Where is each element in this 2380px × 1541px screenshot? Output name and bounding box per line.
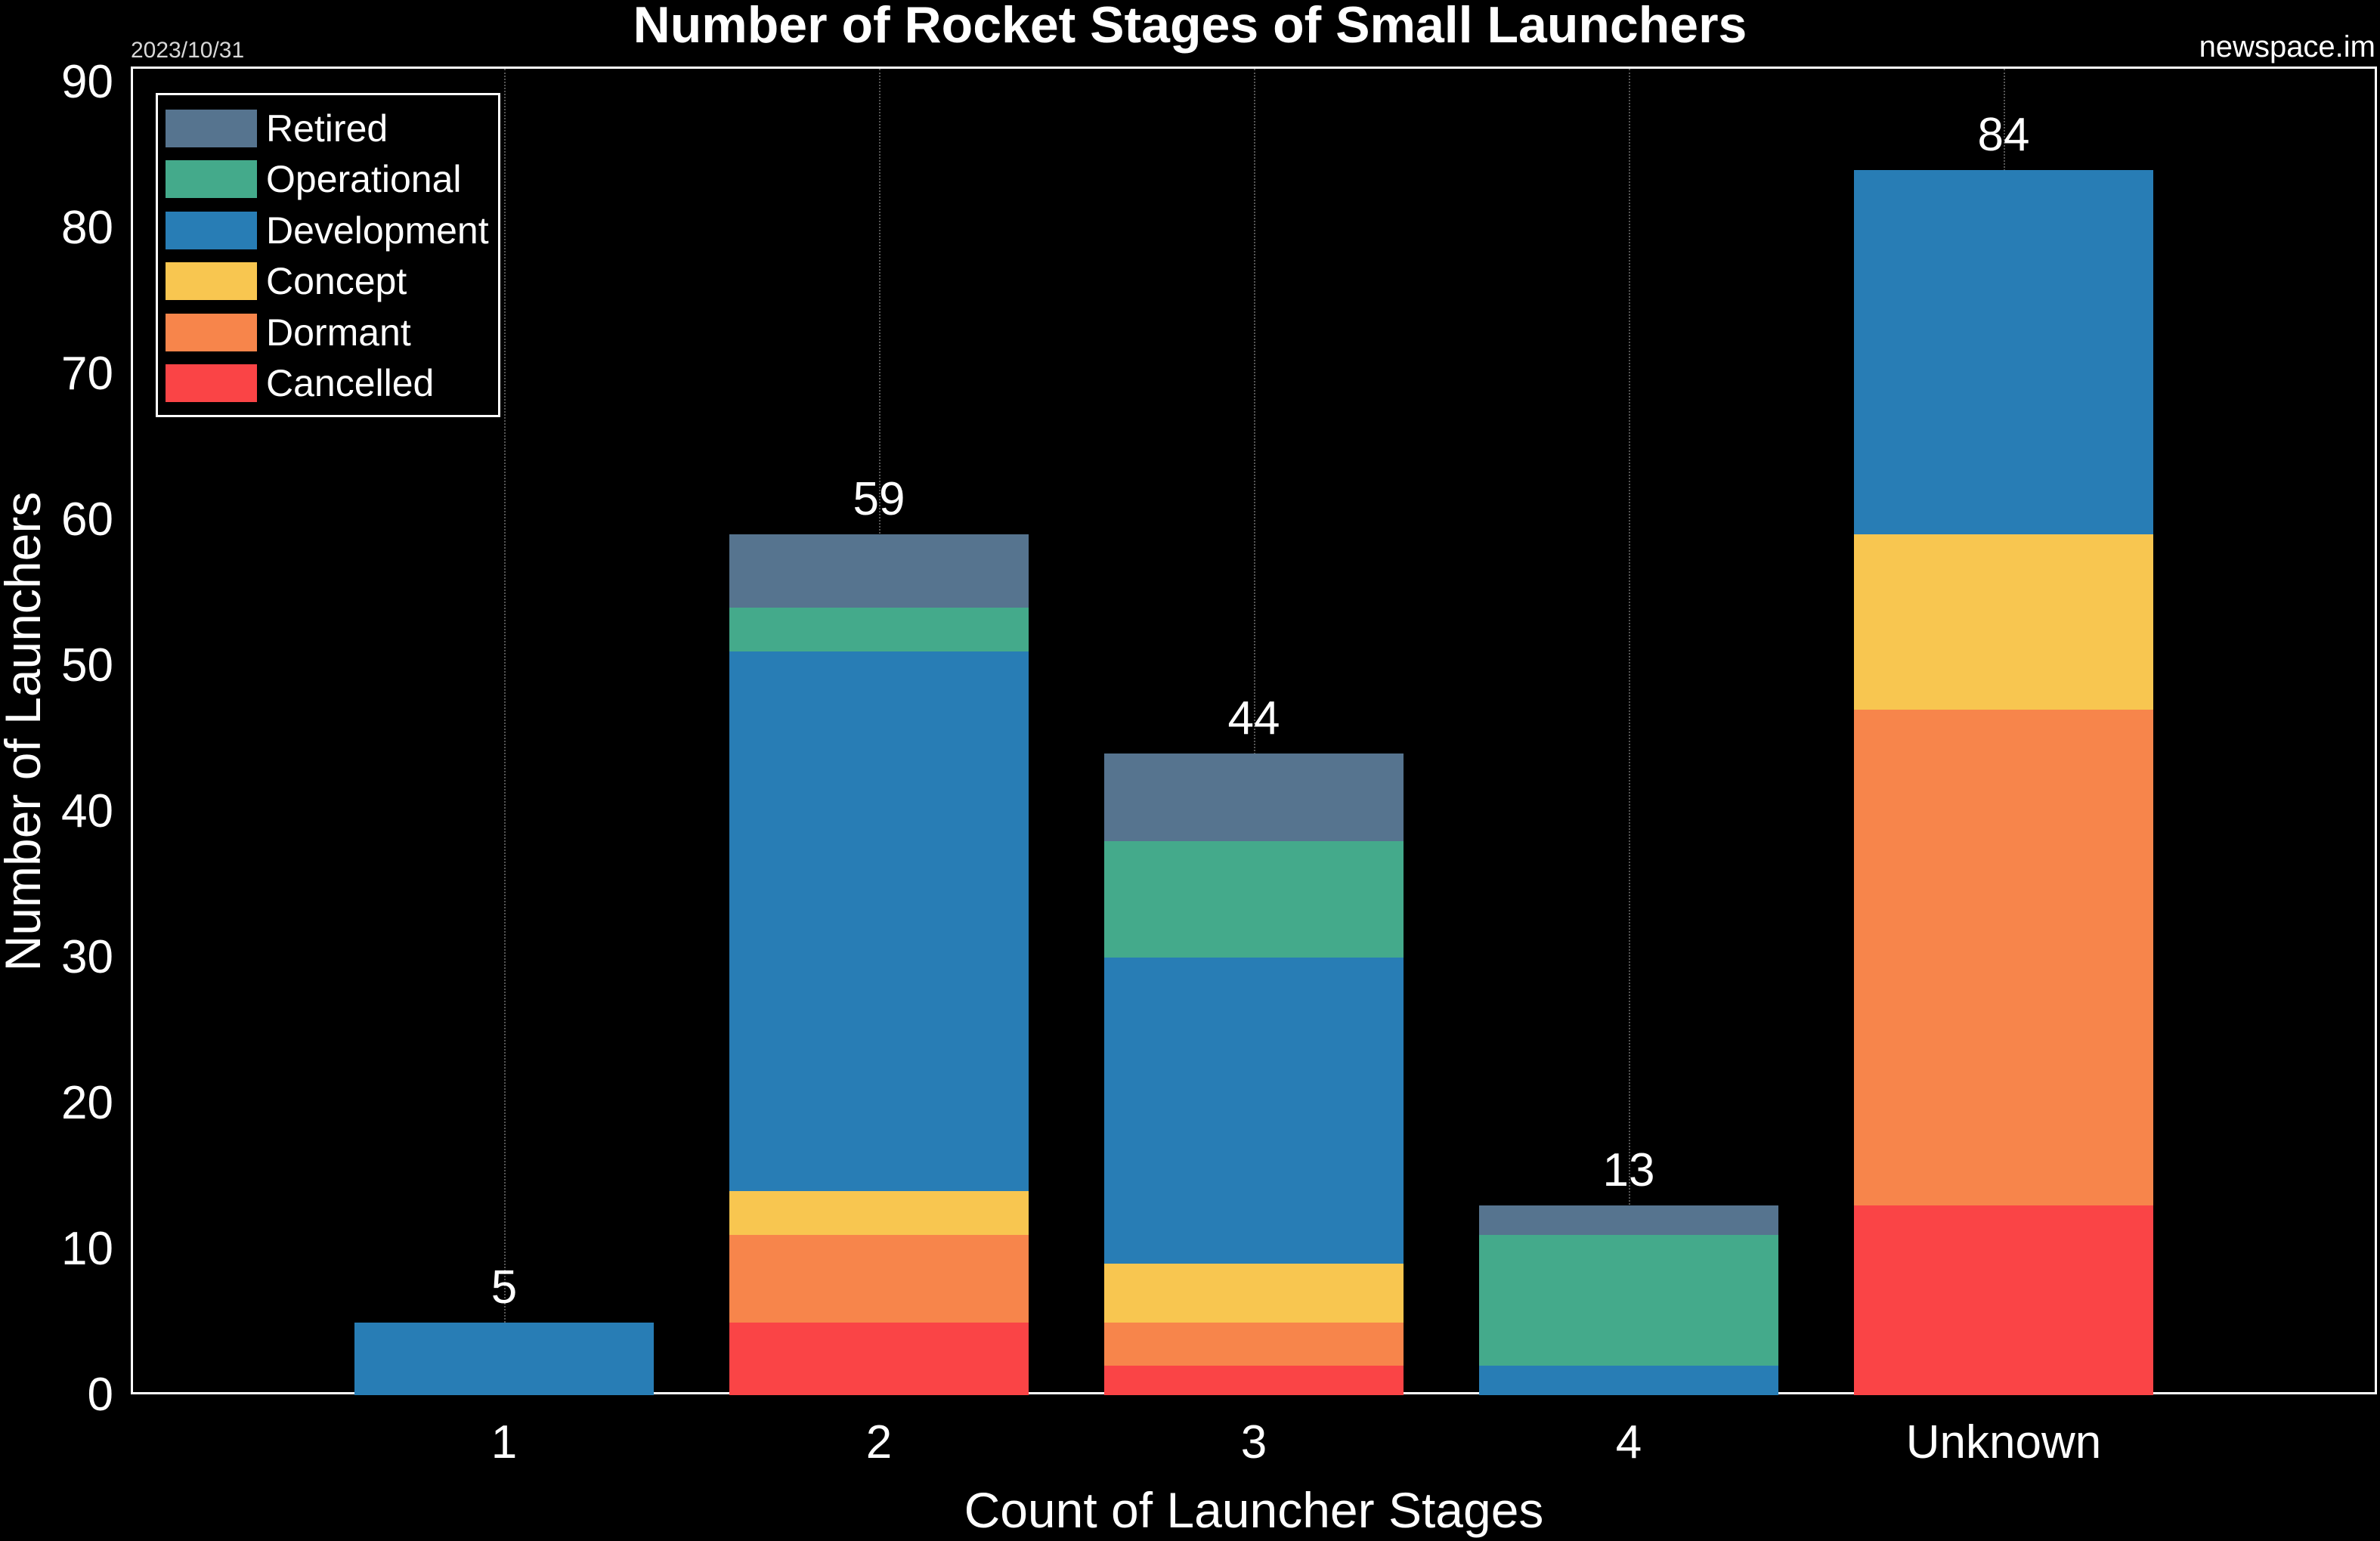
legend-swatch-icon	[166, 109, 257, 147]
legend-swatch-icon	[166, 364, 257, 403]
source-label: newspace.im	[2199, 30, 2375, 63]
legend-label: Retired	[266, 107, 388, 150]
x-tick-label: 4	[1615, 1416, 1642, 1468]
legend-item-retired: Retired	[166, 103, 489, 154]
date-label: 2023/10/31	[131, 38, 245, 63]
legend: Retired Operational Development Concept Dorm…	[156, 93, 500, 417]
legend-swatch-icon	[166, 160, 257, 199]
bar-total-label: 84	[1977, 108, 2030, 161]
x-tick-label: Unknown	[1905, 1416, 2102, 1468]
bar-stack	[1854, 169, 2153, 1395]
legend-swatch-icon	[166, 262, 257, 301]
bar-stack	[1104, 753, 1404, 1395]
legend-item-dormant: Dormant	[166, 307, 489, 358]
legend-item-development: Development	[166, 205, 489, 256]
bar-stack	[1479, 1205, 1778, 1395]
bar-segment-retired	[1479, 1205, 1778, 1235]
bar-segment-operational	[1104, 840, 1404, 958]
bar-segment-development	[354, 1322, 654, 1395]
legend-item-operational: Operational	[166, 154, 489, 206]
legend-label: Development	[266, 209, 489, 252]
y-tick-label: 30	[61, 931, 113, 983]
y-tick-label: 20	[61, 1077, 113, 1129]
bar-stack	[354, 1322, 654, 1395]
legend-label: Dormant	[266, 311, 411, 354]
y-tick-label: 0	[87, 1369, 113, 1421]
grid-line	[504, 69, 506, 1392]
bar-segment-dormant	[1104, 1322, 1404, 1366]
y-tick-label: 70	[61, 348, 113, 400]
bar-segment-development	[1479, 1366, 1778, 1395]
legend-swatch-icon	[166, 313, 257, 351]
grid-line	[1254, 69, 1255, 1392]
bar-segment-cancelled	[1854, 1205, 2153, 1395]
legend-label: Concept	[266, 260, 407, 303]
y-tick-label: 90	[61, 56, 113, 108]
bar-segment-cancelled	[1104, 1366, 1404, 1395]
bar-segment-retired	[729, 534, 1029, 608]
y-tick-label: 40	[61, 785, 113, 837]
bar-segment-operational	[729, 607, 1029, 651]
bar-segment-development	[729, 651, 1029, 1191]
bar-segment-cancelled	[729, 1322, 1029, 1395]
bar-segment-concept	[729, 1190, 1029, 1235]
bar-segment-concept	[1854, 534, 2153, 710]
x-tick-label: 2	[865, 1416, 893, 1468]
legend-item-cancelled: Cancelled	[166, 358, 489, 410]
bar-segment-development	[1104, 958, 1404, 1264]
y-tick-label: 60	[61, 494, 113, 546]
legend-swatch-icon	[166, 211, 257, 249]
y-tick-label: 10	[61, 1223, 113, 1275]
bar-total-label: 44	[1227, 692, 1280, 744]
y-axis-label: Number of Launchers	[0, 491, 51, 972]
bar-total-label: 5	[491, 1261, 518, 1314]
grid-line	[1629, 69, 1630, 1392]
chart-title: Number of Rocket Stages of Small Launche…	[633, 0, 1747, 54]
bar-stack	[729, 534, 1029, 1395]
bar-segment-concept	[1104, 1264, 1404, 1323]
bar-segment-dormant	[729, 1234, 1029, 1323]
plot-area: 5 59 44 13 84 Retired Operational Development Co…	[131, 67, 2377, 1395]
bar-total-label: 13	[1602, 1144, 1655, 1197]
legend-label: Operational	[266, 158, 462, 201]
x-tick-label: 3	[1240, 1416, 1267, 1468]
y-tick-label: 80	[61, 202, 113, 254]
x-tick-label: 1	[491, 1416, 518, 1468]
x-axis-label: Count of Launcher Stages	[964, 1482, 1544, 1538]
bar-segment-development	[1854, 169, 2153, 535]
bar-total-label: 59	[853, 473, 905, 526]
y-tick-label: 50	[61, 639, 113, 692]
bar-segment-dormant	[1854, 709, 2153, 1206]
legend-label: Cancelled	[266, 362, 435, 405]
bar-segment-operational	[1479, 1234, 1778, 1366]
bar-segment-retired	[1104, 753, 1404, 841]
legend-item-concept: Concept	[166, 256, 489, 308]
